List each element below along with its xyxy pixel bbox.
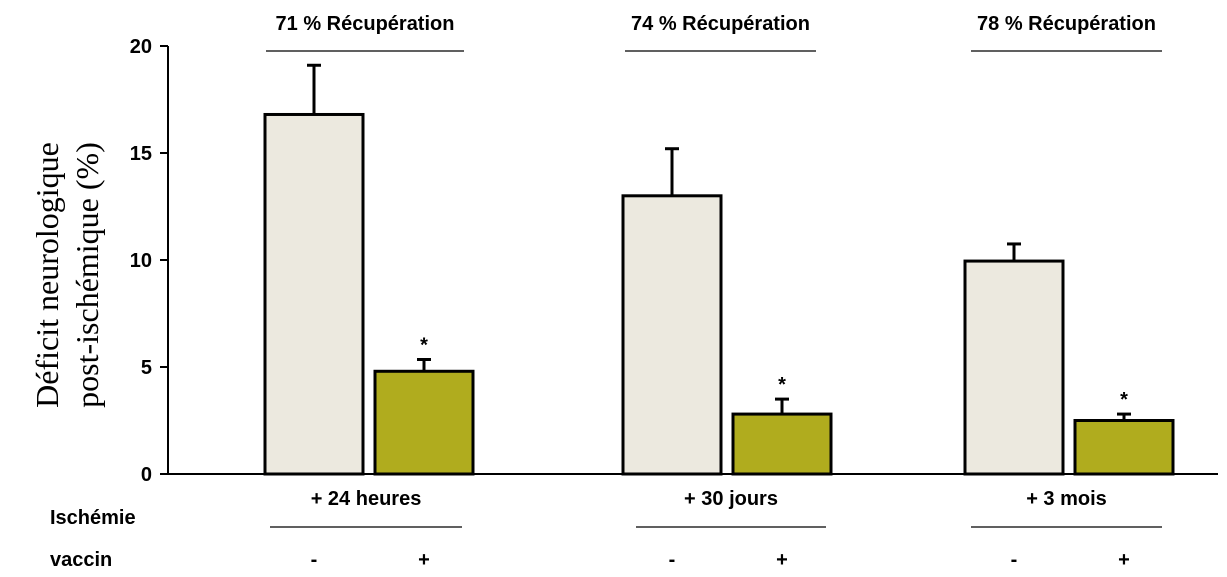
annotations: 71 % Récupération + 24 heures - * +74 % Récu…: [266, 13, 1162, 571]
group-label: + 3 mois: [1026, 488, 1107, 510]
bar-control: [263, 112, 365, 476]
y-axis-label-line1: Déficit neurologique: [29, 142, 65, 408]
vaccin-sign: -: [669, 549, 676, 571]
bars: [263, 63, 1175, 476]
bar-vaccine: [731, 412, 833, 476]
bar-vaccine: [1073, 419, 1175, 476]
vaccin-sign: -: [311, 549, 318, 571]
vaccin-sign: +: [418, 549, 430, 571]
y-tick-label: 20: [130, 36, 152, 58]
recovery-label: 71 % Récupération: [276, 13, 455, 35]
bar-control: [963, 259, 1065, 476]
y-tick-label: 0: [141, 464, 152, 486]
significance-star: *: [778, 374, 786, 396]
row-label-vaccin: vaccin: [50, 549, 112, 571]
vaccin-sign: -: [1011, 549, 1018, 571]
group-label: + 30 jours: [684, 488, 778, 510]
y-tick-label: 5: [141, 357, 152, 379]
recovery-label: 78 % Récupération: [977, 13, 1156, 35]
significance-star: *: [1120, 389, 1128, 411]
group-label: + 24 heures: [311, 488, 422, 510]
y-tick-label: 15: [130, 143, 152, 165]
vaccin-sign: +: [776, 549, 788, 571]
y-axis-label: Déficit neurologique post-ischémique (%): [29, 142, 105, 408]
recovery-label: 74 % Récupération: [631, 13, 810, 35]
y-axis-label-line2: post-ischémique (%): [69, 142, 105, 408]
row-label-ischemie: Ischémie: [50, 507, 136, 529]
vaccin-sign: +: [1118, 549, 1130, 571]
y-tick-label: 10: [130, 250, 152, 272]
bar-vaccine: [373, 369, 475, 476]
significance-star: *: [420, 335, 428, 357]
bar-control: [621, 194, 723, 476]
